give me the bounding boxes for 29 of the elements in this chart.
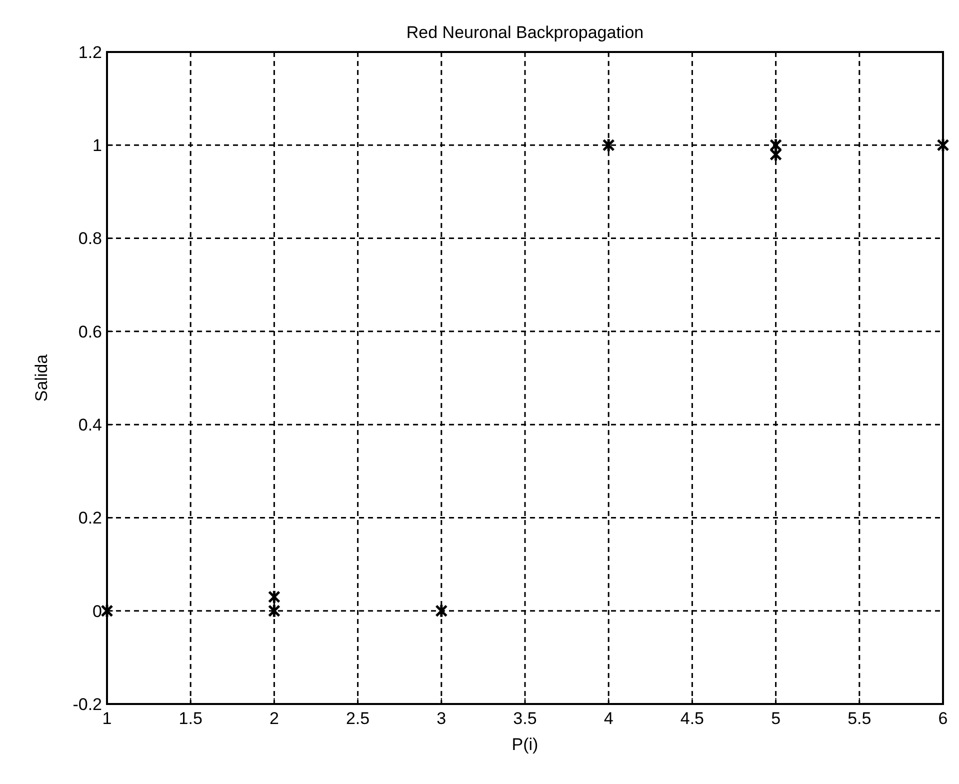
x-tick-label: 2 [269, 709, 279, 728]
x-tick-label: 3.5 [513, 709, 537, 728]
point [770, 147, 782, 162]
point [435, 604, 448, 618]
chart-title: Red Neuronal Backpropagation [406, 23, 644, 42]
y-tick-label: 1.2 [78, 42, 102, 62]
y-tick-label: 0.4 [78, 416, 102, 435]
point [936, 138, 950, 152]
x-axis-title: P(i) [512, 735, 538, 754]
x-tick-label: 4.5 [680, 709, 704, 728]
y-tick-label: 0.6 [78, 322, 102, 342]
x-tick-label: 2.5 [346, 709, 370, 728]
x-tick-label: 6 [938, 709, 948, 728]
x-tick-label: 1.5 [178, 709, 202, 728]
y-axis-title: Salida [32, 354, 51, 402]
point [602, 138, 615, 152]
y-tick-label: 0.2 [78, 508, 102, 528]
y-tick-label: 1 [92, 136, 102, 156]
point [770, 138, 782, 152]
x-tick-label: 3 [436, 709, 446, 728]
y-tick-label: -0.2 [72, 694, 102, 714]
point [268, 590, 280, 604]
point [268, 604, 280, 618]
x-tick-label: 4 [604, 709, 614, 728]
x-tick-label: 5.5 [848, 709, 872, 728]
y-tick-label: 0.8 [78, 229, 102, 248]
x-tick-label: 5 [771, 709, 781, 728]
point [100, 604, 114, 618]
y-tick-label: 0 [92, 602, 102, 621]
